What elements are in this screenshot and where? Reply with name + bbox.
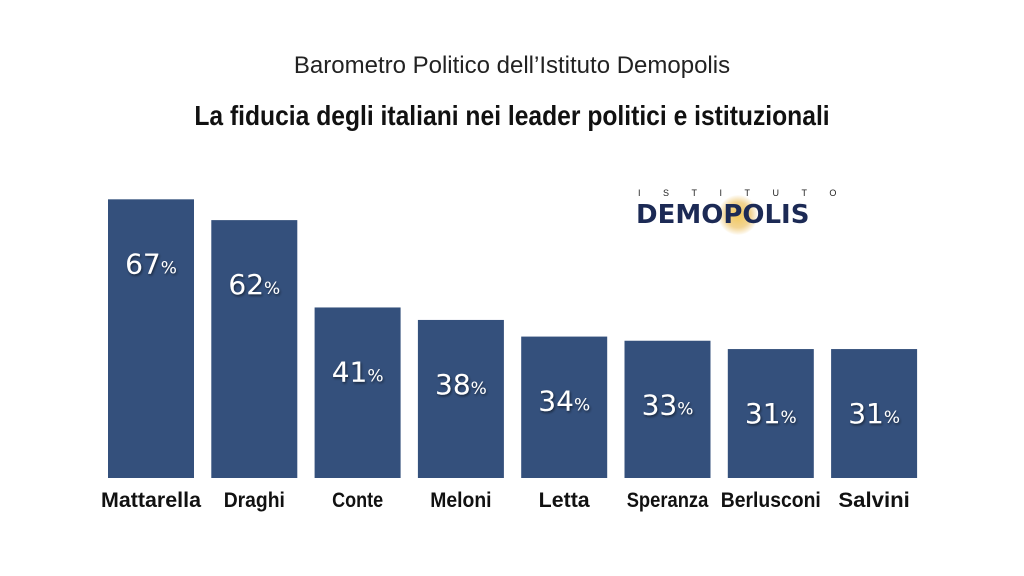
category-label-speranza: Speranza bbox=[627, 489, 709, 512]
value-label-draghi: 62% bbox=[228, 268, 280, 301]
demopolis-logo: ISTITUTO DEMOPOLIS bbox=[632, 188, 882, 238]
value-label-salvini: 31% bbox=[848, 397, 900, 430]
bar-salvini bbox=[831, 349, 918, 478]
category-label-letta: Letta bbox=[539, 489, 590, 512]
chart-subtitle: Barometro Politico dell’Istituto Demopol… bbox=[293, 52, 731, 79]
category-label-salvini: Salvini bbox=[838, 489, 909, 512]
value-label-berlusconi: 31% bbox=[745, 397, 797, 430]
bar-speranza bbox=[624, 340, 711, 478]
value-label-letta: 34% bbox=[538, 385, 590, 418]
value-label-mattarella: 67% bbox=[125, 247, 177, 280]
category-label-meloni: Meloni bbox=[430, 489, 491, 512]
logo-glow bbox=[718, 195, 758, 235]
category-label-mattarella: Mattarella bbox=[101, 489, 201, 512]
bar-draghi bbox=[211, 220, 298, 478]
bar-berlusconi bbox=[727, 349, 814, 478]
bar-letta bbox=[521, 336, 608, 478]
category-label-conte: Conte bbox=[332, 489, 383, 512]
logo-main-text: DEMOPOLIS bbox=[636, 200, 810, 230]
category-label-draghi: Draghi bbox=[224, 489, 285, 512]
bar-conte bbox=[314, 307, 401, 478]
bar-meloni bbox=[417, 319, 504, 478]
chart-title: La fiducia degli italiani nei leader pol… bbox=[194, 100, 830, 131]
bar-mattarella bbox=[108, 199, 194, 478]
value-label-conte: 41% bbox=[332, 355, 384, 388]
value-label-speranza: 33% bbox=[642, 389, 694, 422]
value-label-meloni: 38% bbox=[435, 368, 487, 401]
category-label-berlusconi: Berlusconi bbox=[721, 489, 821, 512]
logo-top-text: ISTITUTO bbox=[638, 188, 859, 198]
